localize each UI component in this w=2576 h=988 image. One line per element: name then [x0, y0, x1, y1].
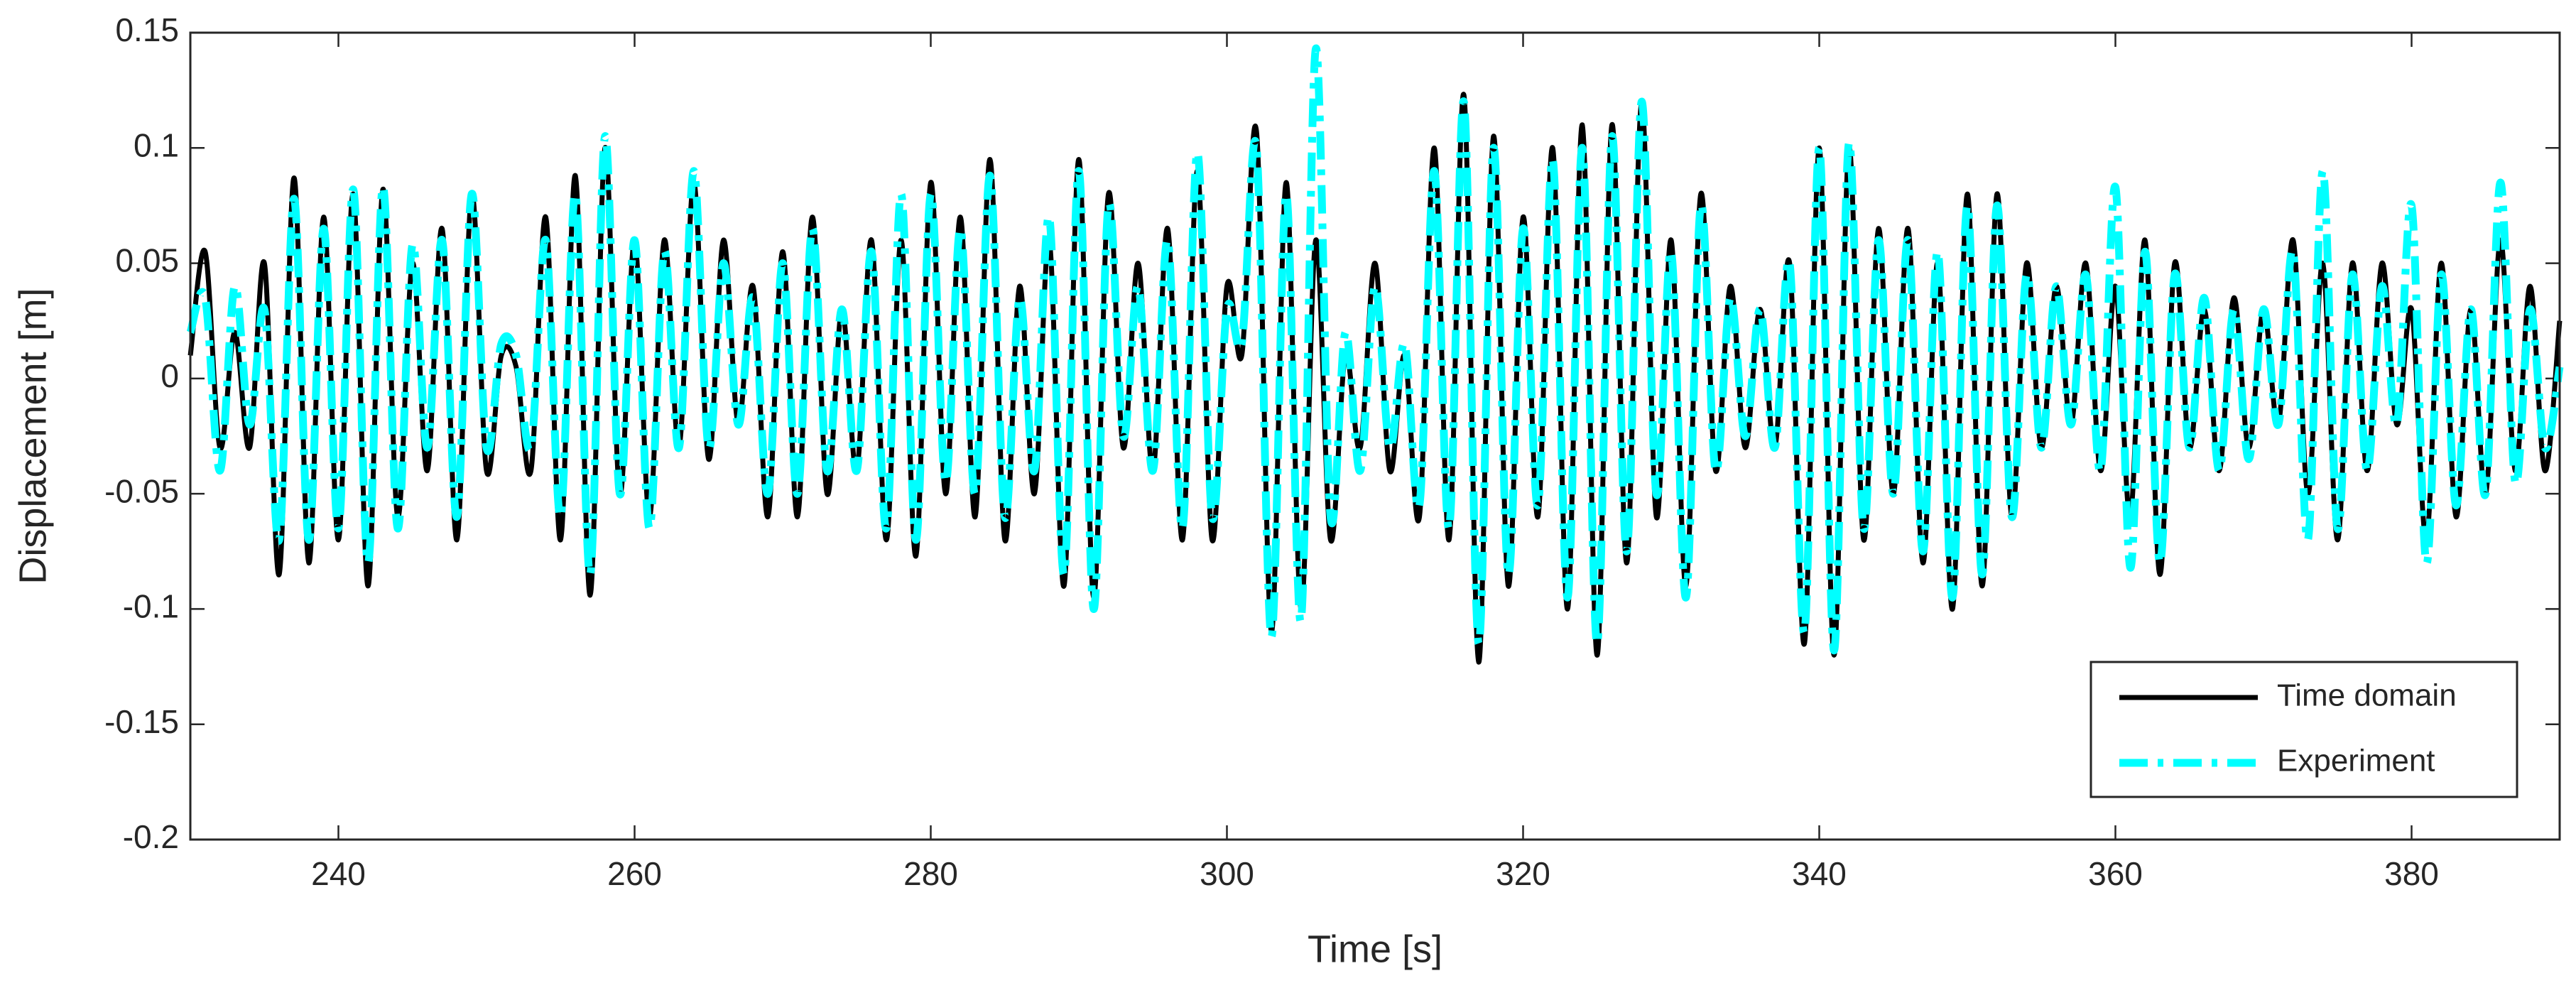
x-tick-label: 360 [2088, 855, 2143, 892]
series-line [188, 92, 2563, 665]
y-tick-label: 0 [161, 357, 179, 394]
y-tick-label: -0.1 [123, 588, 179, 625]
x-tick-label: 280 [903, 855, 958, 892]
x-tick-label: 300 [1200, 855, 1254, 892]
y-tick-label: 0.05 [115, 242, 179, 279]
y-tick-label: -0.15 [104, 703, 179, 740]
x-axis-label: Time [s] [1308, 928, 1442, 970]
y-tick-label: 0.1 [134, 126, 179, 163]
y-axis-label: Displacement [m] [11, 288, 54, 584]
y-tick-label: -0.05 [104, 472, 179, 509]
x-tick-label: 340 [1792, 855, 1847, 892]
x-tick-label: 380 [2384, 855, 2439, 892]
legend-box [2089, 661, 2518, 798]
legend-label: Experiment [2277, 744, 2435, 778]
x-tick-label: 240 [311, 855, 366, 892]
x-tick-label: 260 [607, 855, 662, 892]
y-tick-label: 0.15 [115, 11, 179, 48]
plot-frame [189, 31, 2561, 841]
y-tick-label: -0.2 [123, 818, 179, 855]
series-line [186, 45, 2564, 655]
legend-label: Time domain [2277, 678, 2457, 713]
x-tick-label: 320 [1496, 855, 1550, 892]
